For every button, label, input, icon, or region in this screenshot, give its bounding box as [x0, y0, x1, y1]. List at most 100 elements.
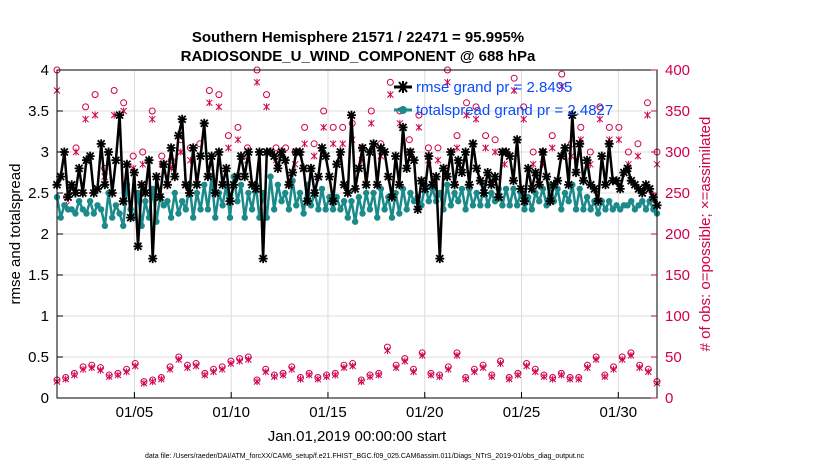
y-tick-label-right: 300 [665, 144, 690, 161]
obs-assimilated-marker [427, 371, 435, 379]
totalspread-marker [624, 202, 631, 209]
y-tick-label-left: 2.5 [28, 185, 49, 202]
rmse-marker [129, 168, 139, 177]
obs-assimilated-marker [148, 115, 156, 123]
rmse-marker [214, 147, 224, 157]
rmse-marker [225, 196, 235, 206]
rmse-marker [483, 168, 493, 177]
rmse-marker [133, 241, 143, 251]
totalspread-marker [337, 206, 344, 213]
legend-spread-label: totalspread grand pr = 2.4827 [416, 102, 613, 119]
totalspread-marker [561, 189, 569, 197]
x-tick-label: 01/20 [406, 404, 444, 421]
rmse-marker [288, 168, 298, 177]
obs-assimilated-marker [271, 373, 278, 381]
y-tick-label-right: 100 [665, 308, 690, 325]
rmse-marker [126, 213, 136, 223]
rmse-marker [564, 180, 574, 190]
rmse-marker [81, 155, 91, 165]
rmse-marker [472, 163, 482, 173]
rmse-marker [350, 184, 360, 194]
obs-assimilated-marker [596, 115, 604, 123]
totalspread-marker [171, 189, 178, 197]
obs-assimilated-marker [497, 360, 504, 368]
totalspread-marker [410, 198, 418, 205]
rmse-marker [538, 147, 548, 157]
obs-possible-marker [263, 91, 271, 99]
obs-assimilated-marker [71, 371, 78, 379]
totalspread-marker [318, 185, 326, 193]
obs-assimilated-marker [131, 362, 139, 370]
rmse-marker [571, 168, 581, 177]
obs-assimilated-marker [520, 115, 528, 123]
obs-possible-marker [205, 87, 213, 94]
obs-assimilated-marker [384, 346, 391, 354]
obs-assimilated-marker [139, 160, 147, 168]
rmse-marker [586, 180, 596, 190]
totalspread-marker [278, 198, 285, 205]
totalspread-marker [57, 214, 64, 221]
totalspread-marker [572, 206, 580, 213]
x-axis-label: Jan.01,2019 00:00:00 start [268, 428, 447, 445]
totalspread-marker [90, 210, 98, 217]
obs-possible-marker [482, 132, 490, 140]
totalspread-marker [237, 181, 245, 188]
rmse-marker [615, 184, 625, 194]
obs-assimilated-marker [418, 351, 426, 359]
obs-assimilated-marker [88, 364, 96, 372]
totalspread-marker [374, 214, 381, 221]
rmse-marker [92, 184, 102, 194]
rmse-marker [277, 147, 287, 157]
rmse-marker [553, 176, 563, 186]
totalspread-marker [274, 181, 282, 188]
rmse-marker [545, 196, 555, 206]
obs-possible-marker [463, 99, 471, 107]
rmse-marker [159, 159, 169, 169]
obs-assimilated-marker [366, 373, 374, 381]
totalspread-marker [164, 198, 171, 205]
rmse-marker [207, 151, 217, 161]
rmse-marker [648, 192, 658, 202]
rmse-marker [439, 163, 449, 173]
rmse-marker [284, 180, 294, 190]
rmse-marker [589, 184, 599, 194]
obs-assimilated-marker [557, 371, 565, 379]
y-axis-label-left: rmse and totalspread [7, 164, 24, 305]
totalspread-marker [558, 206, 565, 213]
obs-assimilated-marker [386, 91, 394, 99]
obs-assimilated-marker [263, 103, 270, 111]
obs-possible-marker [424, 144, 432, 152]
obs-assimilated-marker [279, 371, 287, 379]
y-tick-label-left: 0.5 [28, 349, 49, 366]
obs-assimilated-marker [320, 123, 328, 131]
rmse-marker [354, 163, 364, 173]
totalspread-marker [473, 189, 480, 197]
totalspread-marker [72, 210, 79, 217]
totalspread-marker [300, 210, 307, 217]
totalspread-marker [201, 181, 208, 188]
rmse-marker [273, 163, 283, 173]
totalspread-marker [83, 210, 90, 217]
totalspread-marker [528, 206, 536, 213]
totalspread-marker [602, 206, 609, 213]
totalspread-marker [396, 210, 403, 217]
x-tick-label: 01/10 [212, 404, 250, 421]
totalspread-marker [458, 185, 466, 193]
rmse-marker [100, 180, 110, 190]
obs-assimilated-marker [401, 357, 409, 365]
rmse-marker [508, 176, 518, 186]
totalspread-marker [344, 214, 351, 221]
rmse-marker [317, 143, 327, 153]
rmse-marker [280, 155, 290, 165]
rmse-marker [269, 151, 279, 161]
rmse-marker [181, 180, 191, 190]
totalspread-marker [576, 185, 583, 193]
totalspread-marker [245, 189, 252, 197]
totalspread-marker [639, 198, 646, 205]
totalspread-marker [193, 189, 201, 197]
rmse-marker [519, 196, 529, 206]
y-tick-label-left: 1.5 [28, 267, 49, 284]
obs-possible-marker [472, 103, 480, 111]
totalspread-marker [182, 206, 190, 213]
y-tick-label-left: 4 [41, 62, 49, 79]
